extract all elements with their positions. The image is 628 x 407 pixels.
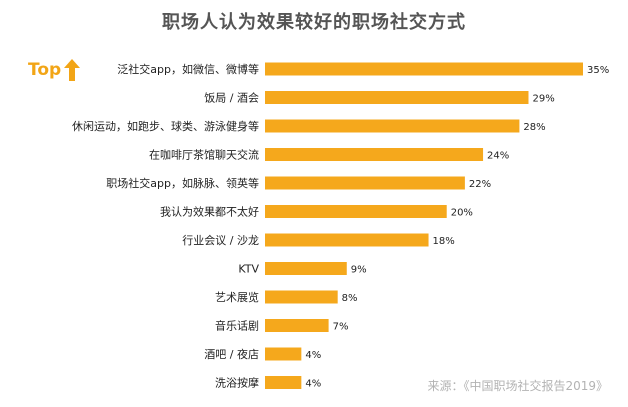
- value-label: 18%: [433, 236, 455, 247]
- bar: [265, 319, 329, 332]
- category-label: 泛社交app，如微信、微博等: [117, 62, 259, 76]
- bar: [265, 62, 583, 76]
- category-label: 艺术展览: [215, 290, 259, 304]
- value-label: 20%: [451, 208, 473, 219]
- category-label: 职场社交app，如脉脉、领英等: [106, 176, 259, 190]
- value-label: 4%: [305, 350, 321, 361]
- bar: [265, 376, 302, 389]
- category-label: 音乐话剧: [215, 319, 259, 333]
- bar: [265, 205, 447, 218]
- value-label: 22%: [469, 179, 491, 190]
- value-label: 7%: [333, 322, 349, 333]
- up-arrow-icon: [64, 59, 81, 81]
- top-badge-label: Top: [28, 60, 62, 80]
- bar: [265, 347, 302, 361]
- bar: [265, 233, 429, 247]
- category-label: 在咖啡厅茶馆聊天交流: [149, 148, 259, 162]
- bar: [265, 290, 338, 304]
- category-label: 我认为效果都不太好: [160, 205, 259, 219]
- bar: [265, 119, 520, 133]
- category-label: KTV: [238, 263, 259, 276]
- category-label: 休闲运动，如跑步、球类、游泳健身等: [72, 119, 259, 133]
- top-badge: Top: [28, 57, 81, 83]
- value-label: 35%: [587, 65, 609, 76]
- value-label: 24%: [487, 151, 509, 162]
- value-label: 9%: [351, 265, 367, 276]
- value-label: 4%: [305, 379, 321, 390]
- bar: [265, 176, 465, 190]
- source-note: 来源：《中国职场社交报告2019》: [427, 379, 608, 393]
- chart-title: 职场人认为效果较好的职场社交方式: [162, 12, 466, 33]
- category-label: 饭局 / 酒会: [204, 92, 259, 105]
- category-label: 洗浴按摩: [215, 376, 259, 390]
- category-label: 行业会议 / 沙龙: [182, 234, 259, 247]
- value-label: 29%: [532, 94, 554, 105]
- value-label: 8%: [342, 293, 358, 304]
- bar: [265, 262, 347, 275]
- bar: [265, 148, 484, 161]
- value-label: 28%: [523, 122, 545, 133]
- category-label: 酒吧 / 夜店: [204, 347, 259, 361]
- bar: [265, 91, 529, 104]
